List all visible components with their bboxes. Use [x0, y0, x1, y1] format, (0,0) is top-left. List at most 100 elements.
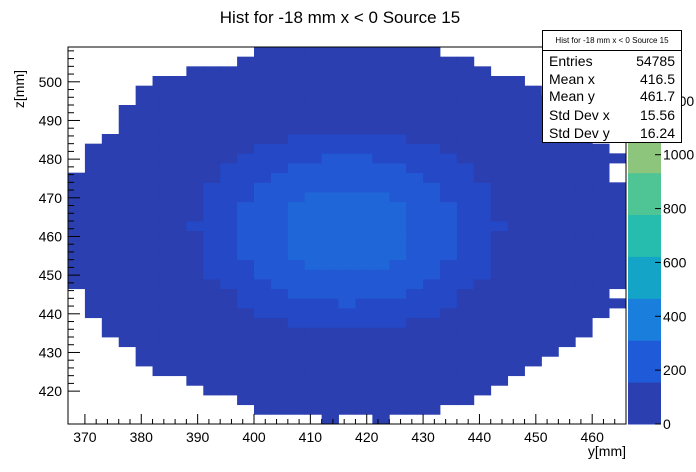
heatmap-cell: [524, 85, 542, 96]
heatmap-cell: [254, 221, 272, 232]
heatmap-cell: [101, 153, 120, 164]
heatmap-cell: [338, 288, 356, 299]
heatmap-cell: [490, 105, 509, 116]
heatmap-cell: [84, 211, 103, 222]
heatmap-cell: [490, 124, 509, 135]
heatmap-cell: [304, 114, 323, 125]
heatmap-cell: [389, 114, 407, 125]
heatmap-cell: [186, 221, 204, 232]
heatmap-cell: [440, 269, 458, 280]
heatmap-cell: [304, 230, 323, 241]
heatmap-cell: [456, 192, 475, 203]
heatmap-cell: [237, 192, 255, 203]
heatmap-cell: [440, 259, 458, 270]
heatmap-cell: [135, 298, 153, 309]
heatmap-cell: [135, 221, 153, 232]
heatmap-cell: [507, 317, 525, 328]
heatmap-cell: [169, 288, 187, 299]
heatmap-cell: [152, 240, 170, 251]
heatmap-cell: [321, 201, 339, 212]
stats-row-stddev-y: Std Dev y 16.24: [549, 125, 675, 143]
heatmap-cell: [355, 327, 373, 338]
heatmap-cell: [186, 124, 204, 135]
heatmap-cell: [473, 134, 492, 145]
heatmap-cell: [355, 85, 373, 96]
heatmap-cell: [287, 366, 306, 377]
heatmap-cell: [423, 366, 441, 377]
heatmap-cell: [118, 327, 137, 338]
heatmap-cell: [456, 317, 475, 328]
heatmap-cell: [609, 250, 627, 261]
heatmap-cell: [490, 201, 509, 212]
heatmap-cell: [135, 346, 153, 357]
heatmap-cell: [203, 192, 221, 203]
heatmap-cell: [524, 163, 542, 174]
heatmap-cell: [609, 201, 627, 212]
heatmap-cell: [558, 163, 576, 174]
heatmap-cell: [406, 356, 424, 367]
x-tick-label: 410: [299, 429, 323, 445]
heatmap-cell: [558, 337, 576, 348]
heatmap-cell: [118, 269, 137, 280]
heatmap-cell: [254, 163, 272, 174]
stats-value: 416.5: [639, 71, 675, 87]
heatmap-cell: [456, 201, 475, 212]
heatmap-cell: [237, 76, 255, 87]
heatmap-cell: [169, 211, 187, 222]
heatmap-cell: [440, 230, 458, 241]
heatmap-cell: [372, 172, 390, 183]
heatmap-cell: [304, 327, 323, 338]
heatmap-cell: [84, 172, 103, 183]
heatmap-cell: [490, 366, 509, 377]
heatmap-cell: [490, 327, 509, 338]
heatmap-cell: [524, 327, 542, 338]
heatmap-cell: [118, 211, 137, 222]
heatmap-cell: [287, 230, 306, 241]
x-tick-label: 460: [581, 429, 605, 445]
heatmap-cell: [270, 308, 289, 319]
heatmap-cell: [456, 337, 475, 348]
stats-label: Std Dev y: [549, 125, 610, 141]
heatmap-cell: [304, 259, 323, 270]
heatmap-cell: [220, 192, 238, 203]
heatmap-cell: [321, 153, 339, 164]
heatmap-cell: [389, 269, 407, 280]
heatmap-cell: [507, 337, 525, 348]
heatmap-cell: [473, 221, 492, 232]
heatmap-cell: [304, 56, 323, 67]
heatmap-cell: [169, 259, 187, 270]
stats-title: Hist for -18 mm x < 0 Source 15: [543, 31, 681, 51]
heatmap-cell: [237, 221, 255, 232]
heatmap-cell: [220, 298, 238, 309]
heatmap-cell: [423, 163, 441, 174]
heatmap-cell: [338, 124, 356, 135]
heatmap-cell: [507, 153, 525, 164]
heatmap-cell: [507, 298, 525, 309]
heatmap-cell: [304, 404, 323, 415]
heatmap-cell: [287, 269, 306, 280]
heatmap-cell: [592, 288, 610, 299]
heatmap-cell: [558, 230, 576, 241]
heatmap-cell: [541, 230, 559, 241]
heatmap-cell: [389, 279, 407, 290]
heatmap-cell: [118, 230, 137, 241]
heatmap-cell: [338, 385, 356, 396]
heatmap-cell: [270, 85, 289, 96]
heatmap-cell: [101, 269, 120, 280]
heatmap-cell: [152, 85, 170, 96]
heatmap-cell: [389, 211, 407, 222]
heatmap-cell: [270, 66, 289, 77]
heatmap-cell: [389, 85, 407, 96]
heatmap-cell: [84, 182, 103, 193]
heatmap-cell: [304, 66, 323, 77]
heatmap-cell: [304, 385, 323, 396]
heatmap-cell: [254, 317, 272, 328]
heatmap-cell: [186, 317, 204, 328]
heatmap-cell: [101, 259, 120, 270]
heatmap-cell: [118, 153, 137, 164]
heatmap-cell: [423, 221, 441, 232]
heatmap-cell: [541, 182, 559, 193]
heatmap-cell: [507, 105, 525, 116]
heatmap-cell: [321, 259, 339, 270]
heatmap-cell: [440, 201, 458, 212]
